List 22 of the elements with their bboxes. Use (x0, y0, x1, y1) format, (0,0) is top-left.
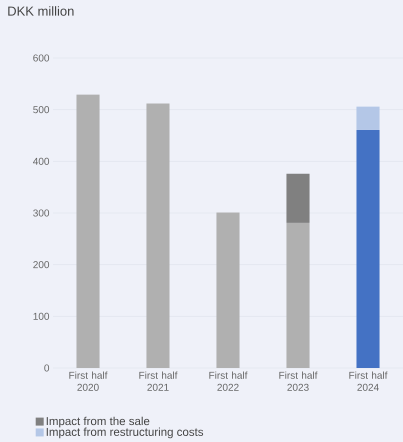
y-tick-label: 100 (33, 312, 49, 320)
y-axis-title: DKK million (8, 6, 74, 16)
legend-label: Impact from restructuring costs (46, 428, 203, 438)
y-tick-label: 400 (32, 158, 49, 165)
x-tick-label: First half 2023 (279, 372, 318, 391)
x-tick-label: First half 2021 (139, 372, 178, 391)
y-tick-label: 600 (33, 54, 49, 62)
bar (216, 212, 240, 368)
bar (356, 130, 380, 368)
x-tick-label: First half 2020 (69, 372, 108, 391)
x-tick-label: First half 2022 (209, 372, 248, 391)
y-tick-label: 300 (32, 209, 49, 217)
y-tick-label: 500 (33, 106, 49, 114)
bar (286, 174, 310, 223)
legend-label: Impact from the sale (46, 416, 150, 428)
bar (286, 222, 310, 368)
bar (356, 106, 380, 130)
y-tick-label: 200 (33, 261, 49, 268)
bar (76, 94, 100, 368)
x-tick-label: First half 2024 (349, 372, 388, 391)
y-tick-label: 0 (44, 364, 49, 372)
bar (146, 103, 170, 368)
